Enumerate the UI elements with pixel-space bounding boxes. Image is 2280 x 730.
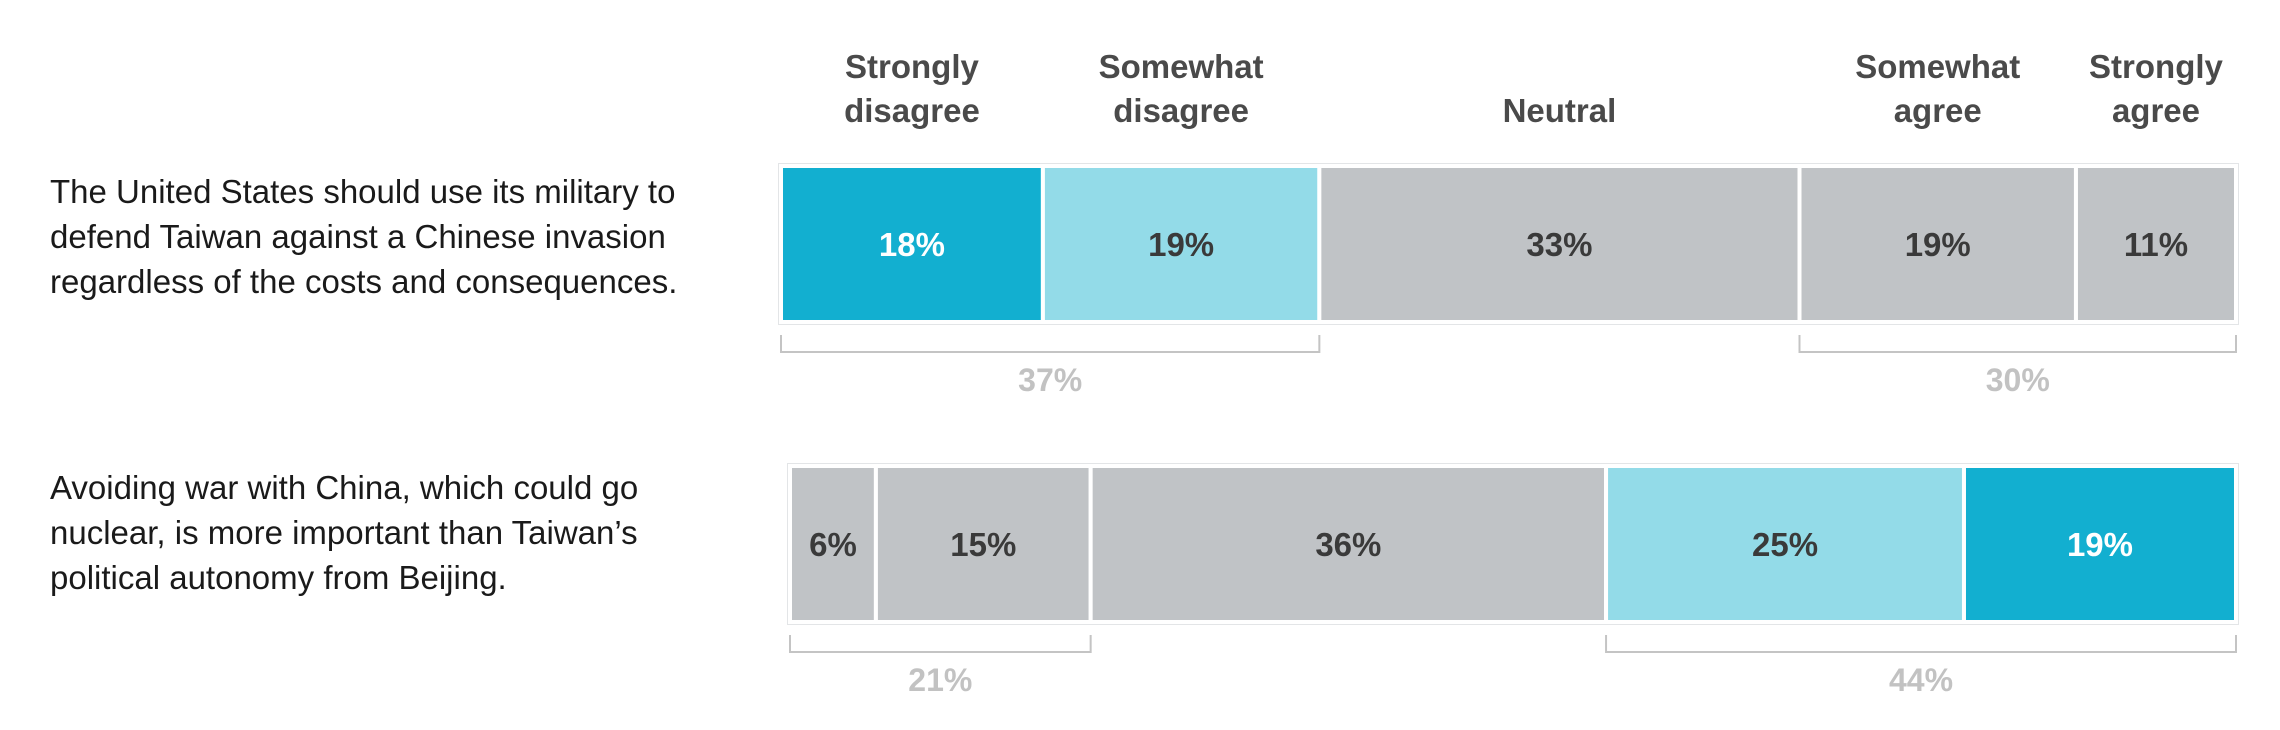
segment-value-label: 19% (2067, 526, 2133, 563)
group-total-label: 37% (1018, 362, 1082, 398)
column-header-line1: Strongly (845, 48, 979, 85)
question-text-line: defend Taiwan against a Chinese invasion (50, 218, 666, 255)
segment-value-label: 25% (1752, 526, 1818, 563)
bar-segment (1797, 164, 2078, 324)
question-text-line: Avoiding war with China, which could go (50, 469, 638, 506)
question-text-line: The United States should use its militar… (50, 173, 675, 210)
segment-value-label: 19% (1148, 226, 1214, 263)
segment-value-label: 36% (1315, 526, 1381, 563)
bar-segment (1604, 464, 1966, 624)
group-total-label: 44% (1889, 662, 1953, 698)
segment-value-label: 18% (879, 226, 945, 263)
group-total-label: 21% (908, 662, 972, 698)
bar-segment (873, 464, 1093, 624)
bar-segment (1040, 164, 1322, 324)
column-header-line2: agree (1894, 92, 1982, 129)
question-text-line: political autonomy from Beijing. (50, 559, 507, 596)
group-bracket (1605, 635, 2237, 653)
column-header-line1: Strongly (2089, 48, 2223, 85)
segment-value-label: 6% (809, 526, 857, 563)
column-header-line1: Somewhat (1855, 48, 2020, 85)
bar-segment (779, 164, 1045, 324)
segment-value-label: 19% (1905, 226, 1971, 263)
segment-value-label: 11% (2124, 226, 2188, 263)
column-header-line1: Somewhat (1099, 48, 1264, 85)
bar-segment (1961, 464, 2239, 624)
question-text-line: nuclear, is more important than Taiwan’s (50, 514, 638, 551)
segment-value-label: 33% (1526, 226, 1592, 263)
bar-segment (788, 464, 878, 624)
column-header-line2: disagree (844, 92, 980, 129)
column-header-line2: agree (2112, 92, 2200, 129)
column-header: Neutral (1503, 92, 1617, 129)
column-header-line2: disagree (1113, 92, 1249, 129)
bar-segment (2073, 164, 2238, 324)
bar-segment (1088, 464, 1609, 624)
group-bracket (789, 635, 1092, 653)
group-bracket (1798, 335, 2237, 353)
bar-segment (1317, 164, 1802, 324)
group-total-label: 30% (1986, 362, 2050, 398)
segment-value-label: 15% (950, 526, 1016, 563)
group-bracket (780, 335, 1321, 353)
question-text-line: regardless of the costs and consequences… (50, 263, 677, 300)
